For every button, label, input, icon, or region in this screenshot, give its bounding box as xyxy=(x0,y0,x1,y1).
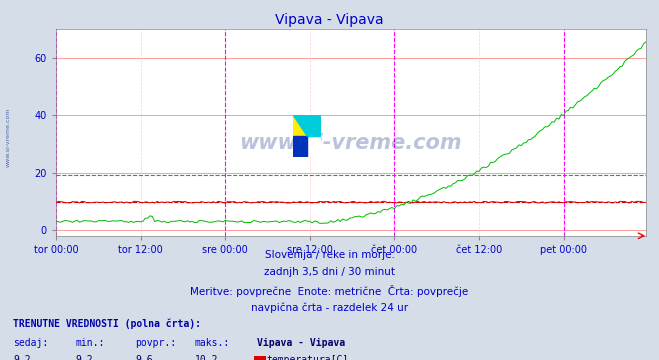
Text: zadnjh 3,5 dni / 30 minut: zadnjh 3,5 dni / 30 minut xyxy=(264,267,395,278)
Text: www.si-vreme.com: www.si-vreme.com xyxy=(5,107,11,167)
Bar xyxy=(293,136,307,157)
Text: maks.:: maks.: xyxy=(194,338,229,348)
Text: www.si-vreme.com: www.si-vreme.com xyxy=(240,132,462,153)
Text: TRENUTNE VREDNOSTI (polna črta):: TRENUTNE VREDNOSTI (polna črta): xyxy=(13,319,201,329)
Text: Vipava - Vipava: Vipava - Vipava xyxy=(257,338,345,348)
Text: Meritve: povprečne  Enote: metrične  Črta: povprečje: Meritve: povprečne Enote: metrične Črta:… xyxy=(190,285,469,297)
Text: 9,6: 9,6 xyxy=(135,355,153,360)
Text: temperatura[C]: temperatura[C] xyxy=(267,355,349,360)
Text: Vipava - Vipava: Vipava - Vipava xyxy=(275,13,384,27)
Text: Slovenija / reke in morje.: Slovenija / reke in morje. xyxy=(264,250,395,260)
Text: 10,2: 10,2 xyxy=(194,355,218,360)
Text: min.:: min.: xyxy=(76,338,105,348)
Text: povpr.:: povpr.: xyxy=(135,338,176,348)
Bar xyxy=(293,115,307,136)
Text: 9,2: 9,2 xyxy=(76,355,94,360)
Bar xyxy=(307,115,321,136)
Text: sedaj:: sedaj: xyxy=(13,338,48,348)
Text: 9,2: 9,2 xyxy=(13,355,31,360)
Text: navpična črta - razdelek 24 ur: navpična črta - razdelek 24 ur xyxy=(251,302,408,312)
Polygon shape xyxy=(293,115,307,136)
